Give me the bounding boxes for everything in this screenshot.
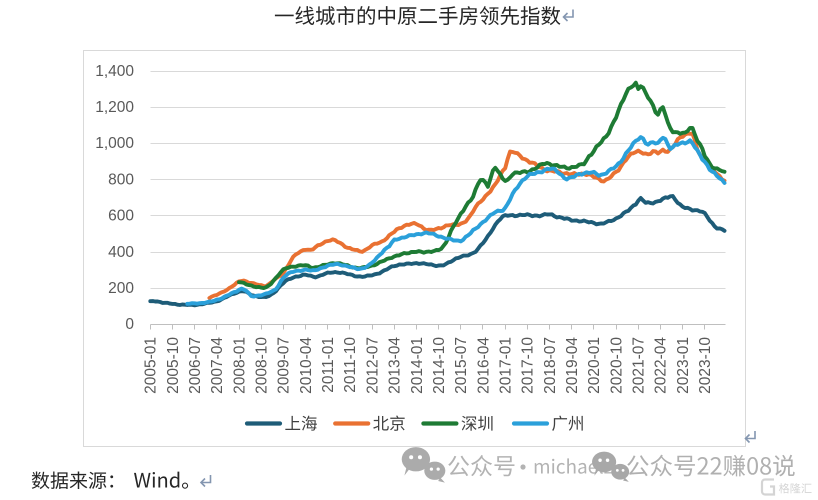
svg-text:2015-07: 2015-07 — [453, 337, 470, 394]
svg-text:2017-01: 2017-01 — [498, 337, 515, 394]
svg-text:2010-04: 2010-04 — [298, 337, 315, 394]
svg-text:2018-07: 2018-07 — [542, 337, 559, 394]
svg-text:2011-01: 2011-01 — [320, 337, 337, 393]
svg-text:2011-10: 2011-10 — [342, 337, 359, 393]
svg-text:0: 0 — [125, 316, 134, 333]
svg-text:2008-10: 2008-10 — [254, 337, 271, 394]
svg-text:2005-10: 2005-10 — [165, 337, 182, 394]
svg-text:2020-10: 2020-10 — [608, 337, 625, 394]
svg-text:2013-04: 2013-04 — [387, 337, 404, 394]
svg-text:800: 800 — [108, 171, 134, 188]
svg-text:2012-07: 2012-07 — [364, 337, 381, 394]
svg-text:2005-01: 2005-01 — [143, 337, 160, 394]
svg-text:1,000: 1,000 — [95, 135, 134, 152]
svg-text:2016-04: 2016-04 — [475, 337, 492, 394]
svg-text:2008-01: 2008-01 — [231, 337, 248, 394]
svg-text:2023-10: 2023-10 — [697, 337, 714, 394]
svg-text:400: 400 — [108, 244, 134, 261]
svg-text:1,200: 1,200 — [95, 99, 134, 116]
svg-text:2023-01: 2023-01 — [675, 337, 692, 394]
svg-text:2019-04: 2019-04 — [564, 337, 581, 394]
svg-text:600: 600 — [108, 208, 134, 225]
svg-text:2021-07: 2021-07 — [631, 337, 648, 394]
svg-text:1,400: 1,400 — [95, 63, 134, 80]
svg-text:2020-01: 2020-01 — [586, 337, 603, 394]
svg-text:2014-10: 2014-10 — [431, 337, 448, 394]
svg-text:2007-04: 2007-04 — [209, 337, 226, 394]
svg-text:2014-01: 2014-01 — [409, 337, 426, 394]
svg-text:2022-04: 2022-04 — [653, 337, 670, 394]
svg-text:2017-10: 2017-10 — [520, 337, 537, 394]
svg-text:200: 200 — [108, 280, 134, 297]
svg-text:2009-07: 2009-07 — [276, 337, 293, 394]
svg-text:2006-07: 2006-07 — [187, 337, 204, 394]
